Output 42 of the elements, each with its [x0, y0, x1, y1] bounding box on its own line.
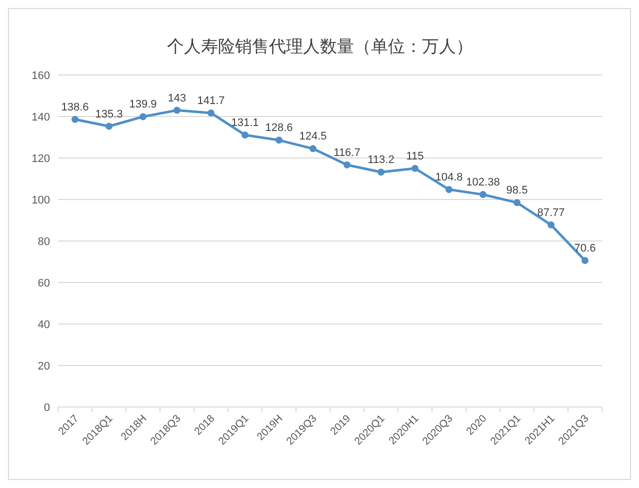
data-label: 70.6: [574, 242, 596, 255]
data-label: 124.5: [299, 130, 327, 143]
y-tick-label: 160: [32, 70, 50, 82]
data-label: 128.6: [265, 122, 293, 134]
point: [310, 145, 316, 152]
point: [72, 116, 78, 123]
data-label: 141.7: [197, 94, 225, 107]
chart-title: 个人寿险销售代理人数量（单位：万人）: [167, 37, 473, 56]
data-label: 138.6: [61, 101, 89, 114]
point: [548, 221, 554, 228]
data-label: 131.1: [231, 116, 259, 129]
point: [174, 106, 180, 114]
y-tick-label: 100: [32, 194, 50, 206]
data-label: 98.5: [506, 184, 528, 197]
data-label: 113.2: [368, 154, 394, 166]
data-label: 116.7: [334, 146, 360, 159]
y-tick-label: 60: [38, 278, 50, 290]
y-tick-label: 140: [32, 112, 50, 124]
point: [106, 122, 112, 130]
y-tick-label: 80: [38, 236, 50, 248]
data-label: 115: [406, 150, 424, 162]
point: [208, 109, 214, 116]
data-label: 143: [168, 92, 186, 104]
point: [582, 257, 588, 264]
point: [412, 164, 418, 172]
y-tick-label: 120: [32, 153, 50, 165]
data-label: 135.3: [95, 108, 123, 120]
y-tick-label: 40: [38, 319, 50, 331]
point: [514, 199, 520, 206]
point: [446, 186, 452, 194]
point: [344, 161, 350, 168]
point: [480, 191, 486, 198]
data-label: 102.38: [466, 176, 500, 189]
point: [276, 136, 282, 144]
point: [242, 131, 248, 138]
point: [140, 113, 146, 120]
data-label: 104.8: [435, 172, 463, 184]
data-label: 139.9: [129, 98, 157, 111]
y-tick-label: 20: [38, 360, 50, 372]
point: [378, 168, 384, 176]
data-label: 87.77: [537, 206, 565, 219]
y-tick-label: 0: [44, 402, 50, 414]
